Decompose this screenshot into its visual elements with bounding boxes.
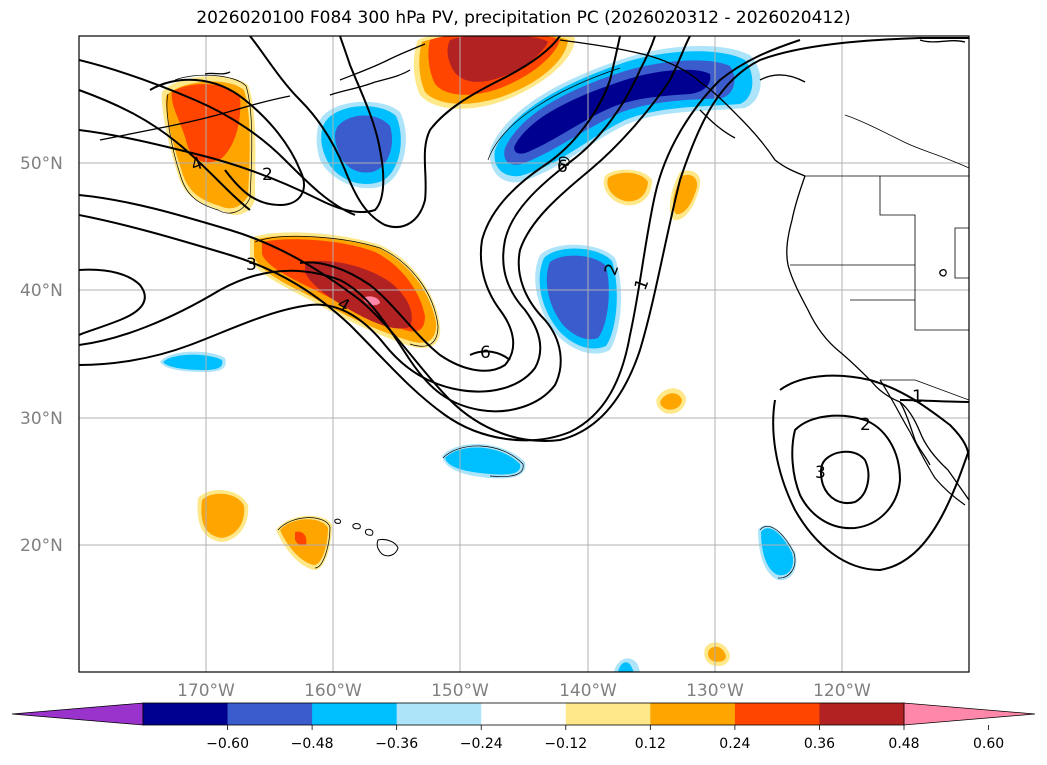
longitude-labels: 170°W 160°W 150°W 140°W 130°W 120°W <box>177 681 871 701</box>
baja-coast <box>879 379 966 506</box>
shade-negative-141w-40n <box>535 244 622 354</box>
hawaiian-islands <box>334 518 399 557</box>
map-frame <box>78 35 970 673</box>
borders <box>790 114 969 401</box>
latitude-labels: 50°N 40°N 30°N 20°N <box>20 154 63 556</box>
colorbar-tick-label: 0.48 <box>888 736 919 752</box>
shade-negative-136w-10n <box>614 658 640 672</box>
colorbar-swatch <box>734 703 820 725</box>
lon-label: 160°W <box>304 681 362 701</box>
contour-label: 2 <box>262 165 273 185</box>
shade-negative-band-gulf-of-alaska <box>489 45 761 183</box>
lon-label: 120°W <box>813 681 871 701</box>
pv-contours <box>79 36 969 572</box>
colorbar-tick-label: 0.12 <box>635 736 666 752</box>
shade-positive-169w-22n <box>197 489 249 542</box>
figure-title: 2026020100 F084 300 hPa PV, precipitatio… <box>196 8 851 28</box>
colorbar-extend-max <box>903 702 1036 726</box>
colorbar-tick-label: −0.36 <box>375 736 418 752</box>
shade-positive-130w-11n <box>704 642 730 666</box>
colorbar-swatch <box>481 703 567 725</box>
shade-outlines <box>166 67 796 579</box>
colorbar-swatch <box>312 703 398 725</box>
colorbar-extend-min <box>11 702 144 726</box>
colorbar-tick-label: −0.24 <box>460 736 503 752</box>
colorbar-tick-label: −0.60 <box>206 736 249 752</box>
contour-label: 6 <box>480 343 491 363</box>
colorbar-outline <box>142 702 905 726</box>
colorbar-swatch <box>565 703 651 725</box>
lon-label: 150°W <box>431 681 489 701</box>
shade-negative-148w-26n <box>442 443 526 479</box>
colorbar-swatch <box>143 703 229 725</box>
contour-label: 3 <box>815 463 826 483</box>
contour-label: 2 <box>860 415 871 435</box>
colorbar-swatch <box>650 703 736 725</box>
lon-label: 130°W <box>686 681 744 701</box>
shade-positive-162w-20n <box>276 515 332 570</box>
colorbar-tick-label: 0.24 <box>719 736 750 752</box>
shade-negative-125w-19n <box>758 525 797 581</box>
lat-label: 50°N <box>20 154 63 174</box>
contour-label: 1 <box>912 387 923 407</box>
shade-negative-170w-35n <box>160 351 226 372</box>
colorbar: −0.60 −0.48 −0.36 −0.24 −0.12 0.12 0.24 0.36 0.4… <box>11 702 1036 752</box>
colorbar-swatch <box>396 703 482 725</box>
lon-label: 170°W <box>177 681 235 701</box>
colorbar-tick-label: −0.48 <box>291 736 334 752</box>
colorbar-swatch <box>819 703 905 725</box>
lat-label: 20°N <box>20 536 63 556</box>
colorbar-tick-label: −0.12 <box>544 736 587 752</box>
lon-label: 140°W <box>559 681 617 701</box>
colorbar-tick-label: 0.36 <box>804 736 835 752</box>
shade-positive-148w-57n <box>413 36 575 109</box>
shade-positive-137w-48n <box>603 169 652 206</box>
lat-label: 30°N <box>20 409 63 429</box>
contour-label: 6 <box>557 157 568 177</box>
colorbar-tick-label: 0.60 <box>973 736 1004 752</box>
lat-label: 40°N <box>20 281 63 301</box>
contour-label: 3 <box>246 255 257 275</box>
shade-negative-158w-52n <box>316 101 406 189</box>
shade-positive-132w-31n <box>656 388 686 414</box>
colorbar-swatch <box>227 703 313 725</box>
coastlines <box>99 39 969 501</box>
